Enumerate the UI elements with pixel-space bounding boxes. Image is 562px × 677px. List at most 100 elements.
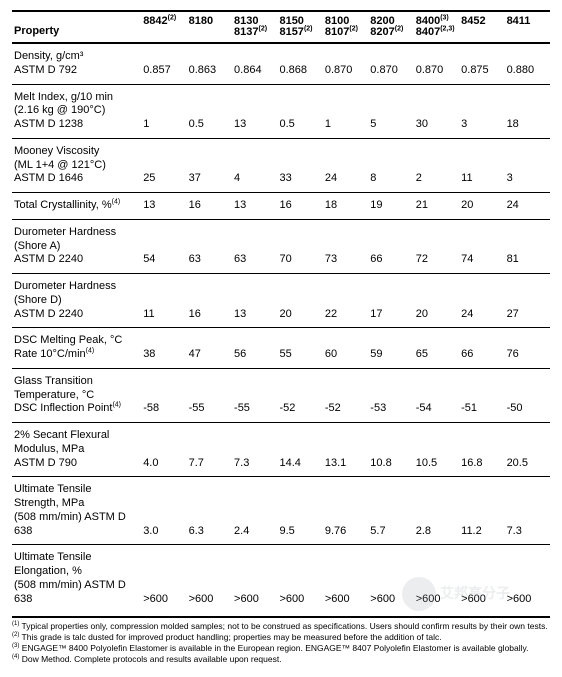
property-label: DSC Melting Peak, °CRate 10°C/min(4) (12, 328, 141, 369)
cell: 4 (232, 138, 277, 192)
cell: 18 (505, 84, 550, 138)
cell: 18 (323, 193, 368, 220)
footnote: (3) ENGAGE™ 8400 Polyolefin Elastomer is… (12, 643, 550, 654)
cell: >600 (414, 545, 459, 613)
cell: 0.870 (368, 43, 413, 84)
table-row: Glass TransitionTemperature, °CDSC Infle… (12, 368, 550, 422)
cell: 16.8 (459, 423, 504, 477)
header-col-7: 8452 (459, 11, 504, 43)
header-col-3: 81508157(2) (277, 11, 322, 43)
cell: -55 (232, 368, 277, 422)
cell: 22 (323, 274, 368, 328)
cell: 9.76 (323, 477, 368, 545)
cell: -51 (459, 368, 504, 422)
cell: 27 (505, 274, 550, 328)
cell: 7.3 (232, 423, 277, 477)
cell: 59 (368, 328, 413, 369)
cell: 0.880 (505, 43, 550, 84)
table-row: Durometer Hardness(Shore D)ASTM D 224011… (12, 274, 550, 328)
table-row: 2% Secant FlexuralModulus, MPaASTM D 790… (12, 423, 550, 477)
cell: 24 (505, 193, 550, 220)
table-row: Mooney Viscosity(ML 1+4 @ 121°C)ASTM D 1… (12, 138, 550, 192)
table-row: Melt Index, g/10 min(2.16 kg @ 190°C)AST… (12, 84, 550, 138)
property-label: 2% Secant FlexuralModulus, MPaASTM D 790 (12, 423, 141, 477)
cell: 81 (505, 219, 550, 273)
footnotes: (1) Typical properties only, compression… (12, 616, 550, 665)
cell: 66 (368, 219, 413, 273)
cell: 13 (232, 84, 277, 138)
cell: 33 (277, 138, 322, 192)
cell: 17 (368, 274, 413, 328)
cell: 13 (232, 193, 277, 220)
header-col-2: 81308137(2) (232, 11, 277, 43)
cell: 13.1 (323, 423, 368, 477)
cell: 11.2 (459, 477, 504, 545)
cell: >600 (187, 545, 232, 613)
cell: -52 (277, 368, 322, 422)
cell: 37 (187, 138, 232, 192)
cell: 20 (459, 193, 504, 220)
header-col-1: 8180 (187, 11, 232, 43)
cell: 25 (141, 138, 186, 192)
cell: 6.3 (187, 477, 232, 545)
footnote: (2) This grade is talc dusted for improv… (12, 632, 550, 643)
cell: >600 (232, 545, 277, 613)
cell: 14.4 (277, 423, 322, 477)
cell: -52 (323, 368, 368, 422)
cell: 10.5 (414, 423, 459, 477)
header-col-8: 8411 (505, 11, 550, 43)
cell: >600 (277, 545, 322, 613)
cell: 0.863 (187, 43, 232, 84)
cell: 72 (414, 219, 459, 273)
cell: 19 (368, 193, 413, 220)
cell: -58 (141, 368, 186, 422)
cell: 24 (323, 138, 368, 192)
property-label: Mooney Viscosity(ML 1+4 @ 121°C)ASTM D 1… (12, 138, 141, 192)
header-property: Property (12, 11, 141, 43)
cell: 56 (232, 328, 277, 369)
property-label: Ultimate TensileElongation, %(508 mm/min… (12, 545, 141, 613)
cell: 16 (187, 274, 232, 328)
cell: 55 (277, 328, 322, 369)
cell: 9.5 (277, 477, 322, 545)
property-label: Glass TransitionTemperature, °CDSC Infle… (12, 368, 141, 422)
header-col-6: 8400(3)8407(2,3) (414, 11, 459, 43)
cell: 3 (459, 84, 504, 138)
cell: -55 (187, 368, 232, 422)
header-col-0: 8842(2) (141, 11, 186, 43)
cell: 1 (141, 84, 186, 138)
cell: 1 (323, 84, 368, 138)
cell: 21 (414, 193, 459, 220)
cell: 30 (414, 84, 459, 138)
cell: 11 (459, 138, 504, 192)
cell: 0.857 (141, 43, 186, 84)
cell: -54 (414, 368, 459, 422)
cell: 16 (187, 193, 232, 220)
cell: 3 (505, 138, 550, 192)
cell: 0.870 (323, 43, 368, 84)
cell: >600 (141, 545, 186, 613)
cell: 13 (232, 274, 277, 328)
cell: >600 (323, 545, 368, 613)
cell: -50 (505, 368, 550, 422)
header-col-5: 82008207(2) (368, 11, 413, 43)
cell: 63 (232, 219, 277, 273)
cell: 0.875 (459, 43, 504, 84)
cell: 76 (505, 328, 550, 369)
cell: >600 (459, 545, 504, 613)
property-label: Melt Index, g/10 min(2.16 kg @ 190°C)AST… (12, 84, 141, 138)
cell: 5.7 (368, 477, 413, 545)
property-label: Durometer Hardness(Shore D)ASTM D 2240 (12, 274, 141, 328)
cell: 70 (277, 219, 322, 273)
header-col-4: 81008107(2) (323, 11, 368, 43)
footnote: (4) Dow Method. Complete protocols and r… (12, 654, 550, 665)
property-label: Ultimate TensileStrength, MPa(508 mm/min… (12, 477, 141, 545)
cell: 0.870 (414, 43, 459, 84)
cell: 10.8 (368, 423, 413, 477)
cell: 0.864 (232, 43, 277, 84)
cell: 7.7 (187, 423, 232, 477)
cell: 60 (323, 328, 368, 369)
property-label: Durometer Hardness(Shore A)ASTM D 2240 (12, 219, 141, 273)
cell: 38 (141, 328, 186, 369)
cell: 74 (459, 219, 504, 273)
